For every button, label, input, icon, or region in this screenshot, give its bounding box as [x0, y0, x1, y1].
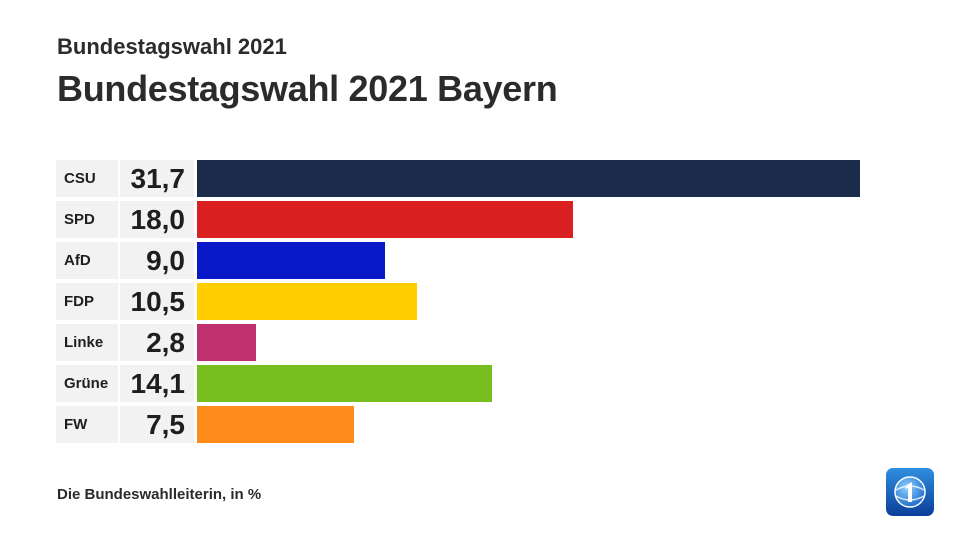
party-label: FDP — [56, 283, 118, 320]
bar-row: AfD 9,0 — [56, 242, 896, 279]
chart-subtitle: Bundestagswahl 2021 — [57, 34, 287, 59]
bar-row: SPD 18,0 — [56, 201, 896, 238]
bar — [197, 201, 573, 238]
party-label: Linke — [56, 324, 118, 361]
party-label: AfD — [56, 242, 118, 279]
bar — [197, 283, 417, 320]
party-label: FW — [56, 406, 118, 443]
value-label: 7,5 — [120, 406, 194, 443]
bar — [197, 365, 492, 402]
bar-row: Linke 2,8 — [56, 324, 896, 361]
bar — [197, 406, 354, 443]
value-label: 2,8 — [120, 324, 194, 361]
party-label: SPD — [56, 201, 118, 238]
chart-title: Bundestagswahl 2021 Bayern — [57, 68, 558, 109]
bar-chart: CSU 31,7 SPD 18,0 AfD 9,0 FDP 10,5 Linke 2,8 Grüne… — [56, 160, 896, 450]
value-label: 14,1 — [120, 365, 194, 402]
source-note: Die Bundeswahlleiterin, in % — [57, 486, 262, 503]
bar-row: FDP 10,5 — [56, 283, 896, 320]
value-label: 31,7 — [120, 160, 194, 197]
bar-row: Grüne 14,1 — [56, 365, 896, 402]
bar — [197, 242, 385, 279]
bar-row: FW 7,5 — [56, 406, 896, 443]
bar — [197, 160, 860, 197]
bar — [197, 324, 256, 361]
party-label: Grüne — [56, 365, 118, 402]
value-label: 10,5 — [120, 283, 194, 320]
value-label: 9,0 — [120, 242, 194, 279]
party-label: CSU — [56, 160, 118, 197]
value-label: 18,0 — [120, 201, 194, 238]
bar-row: CSU 31,7 — [56, 160, 896, 197]
ard-tagesschau-logo-icon — [886, 468, 934, 516]
